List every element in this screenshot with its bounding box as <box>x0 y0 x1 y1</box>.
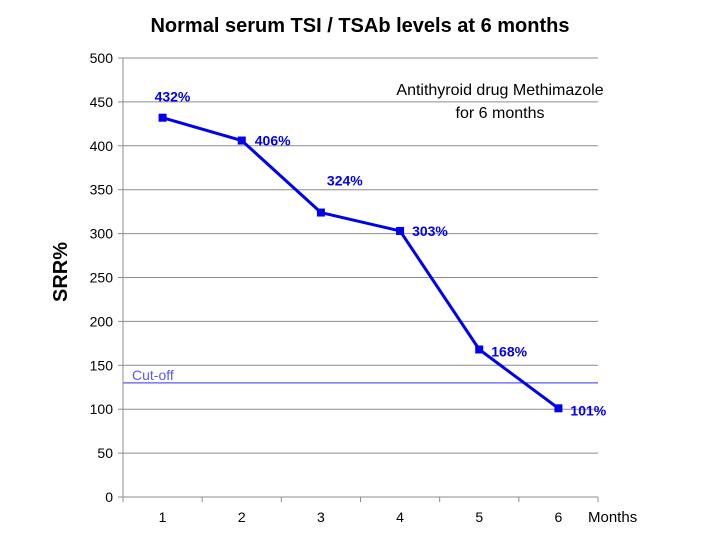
data-point-marker <box>475 345 484 354</box>
y-tick-label: 300 <box>90 226 114 242</box>
cutoff-reference: Cut-off <box>123 367 598 384</box>
series-line <box>158 113 563 413</box>
data-label: 168% <box>491 343 527 359</box>
data-labels: 432% 406% 324% 303% 168% 101% <box>155 89 607 419</box>
x-tick-label: 3 <box>317 509 325 525</box>
data-label: 324% <box>327 173 363 189</box>
y-tick-label: 100 <box>90 401 114 417</box>
data-point-marker <box>158 113 167 122</box>
series-line <box>162 116 560 410</box>
x-axis-title: Months <box>588 509 637 526</box>
axes <box>122 58 599 502</box>
annotation-line2: for 6 months <box>456 105 545 122</box>
data-label: 432% <box>155 89 191 105</box>
annotation-line1: Antithyroid drug Methimazole <box>396 82 603 99</box>
y-tick-label: 150 <box>90 357 114 373</box>
y-axis-title: SRR% <box>50 242 72 302</box>
y-tick-label: 0 <box>105 489 113 505</box>
x-tick-label: 2 <box>238 509 246 525</box>
x-tick-label: 4 <box>396 509 404 525</box>
data-point-marker <box>237 136 246 145</box>
y-tick-label: 250 <box>90 270 114 286</box>
y-tick-label: 50 <box>97 445 113 461</box>
cutoff-label: Cut-off <box>132 367 174 383</box>
y-tick-label: 350 <box>90 182 114 198</box>
x-tick-label: 1 <box>159 509 167 525</box>
data-point-marker <box>396 226 405 235</box>
x-tick-label: 6 <box>555 509 563 525</box>
data-label: 303% <box>412 223 448 239</box>
y-tick-label: 200 <box>90 313 114 329</box>
data-label: 101% <box>570 402 606 418</box>
x-tick-labels: 1 2 3 4 5 6 <box>159 509 563 525</box>
x-tick-label: 5 <box>475 509 483 525</box>
data-label: 406% <box>255 133 291 149</box>
data-point-marker <box>554 404 563 413</box>
y-tick-label: 450 <box>90 94 114 110</box>
y-tick-labels: 0 50 100 150 200 250 300 350 400 450 500 <box>90 50 114 505</box>
data-point-marker <box>316 208 325 217</box>
gridlines <box>118 57 598 498</box>
chart-title: Normal serum TSI / TSAb levels at 6 mont… <box>150 15 569 37</box>
y-tick-label: 400 <box>90 138 114 154</box>
y-tick-label: 500 <box>90 50 114 66</box>
